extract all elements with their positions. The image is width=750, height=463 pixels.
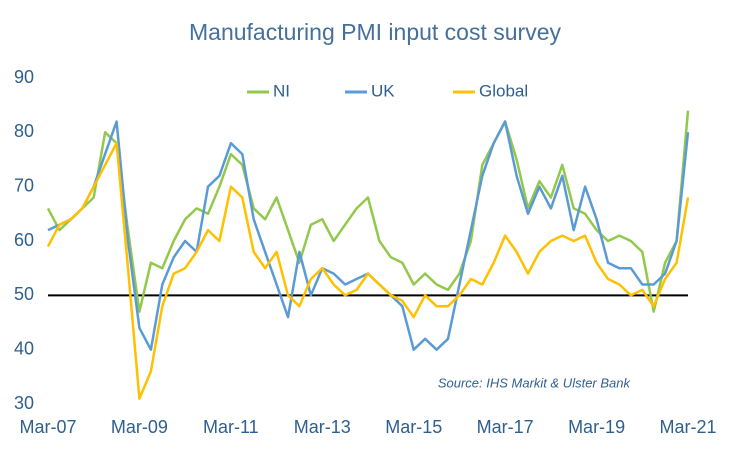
x-tick-label: Mar-19 xyxy=(568,417,625,437)
series-line xyxy=(46,110,690,313)
source-note: Source: IHS Markit & Ulster Bank xyxy=(438,375,632,390)
legend-label: Global xyxy=(479,81,528,100)
series-line xyxy=(47,120,690,351)
y-tick-label: 70 xyxy=(14,175,34,195)
chart-title: Manufacturing PMI input cost survey xyxy=(189,19,561,45)
y-tick-label: 40 xyxy=(14,338,34,358)
series-line xyxy=(46,141,690,400)
x-tick-label: Mar-17 xyxy=(477,417,534,437)
y-tick-label: 90 xyxy=(14,67,34,87)
y-tick-label: 30 xyxy=(14,393,34,413)
x-tick-label: Mar-21 xyxy=(659,417,716,437)
y-tick-label: 80 xyxy=(14,121,34,141)
x-tick-label: Mar-13 xyxy=(294,417,351,437)
x-tick-label: Mar-07 xyxy=(19,417,76,437)
y-tick-label: 50 xyxy=(14,284,34,304)
legend-label: NI xyxy=(273,81,290,100)
y-tick-label: 60 xyxy=(14,230,34,250)
x-tick-label: Mar-15 xyxy=(385,417,442,437)
legend-label: UK xyxy=(371,81,395,100)
x-tick-label: Mar-09 xyxy=(111,417,168,437)
x-tick-label: Mar-11 xyxy=(203,417,259,437)
